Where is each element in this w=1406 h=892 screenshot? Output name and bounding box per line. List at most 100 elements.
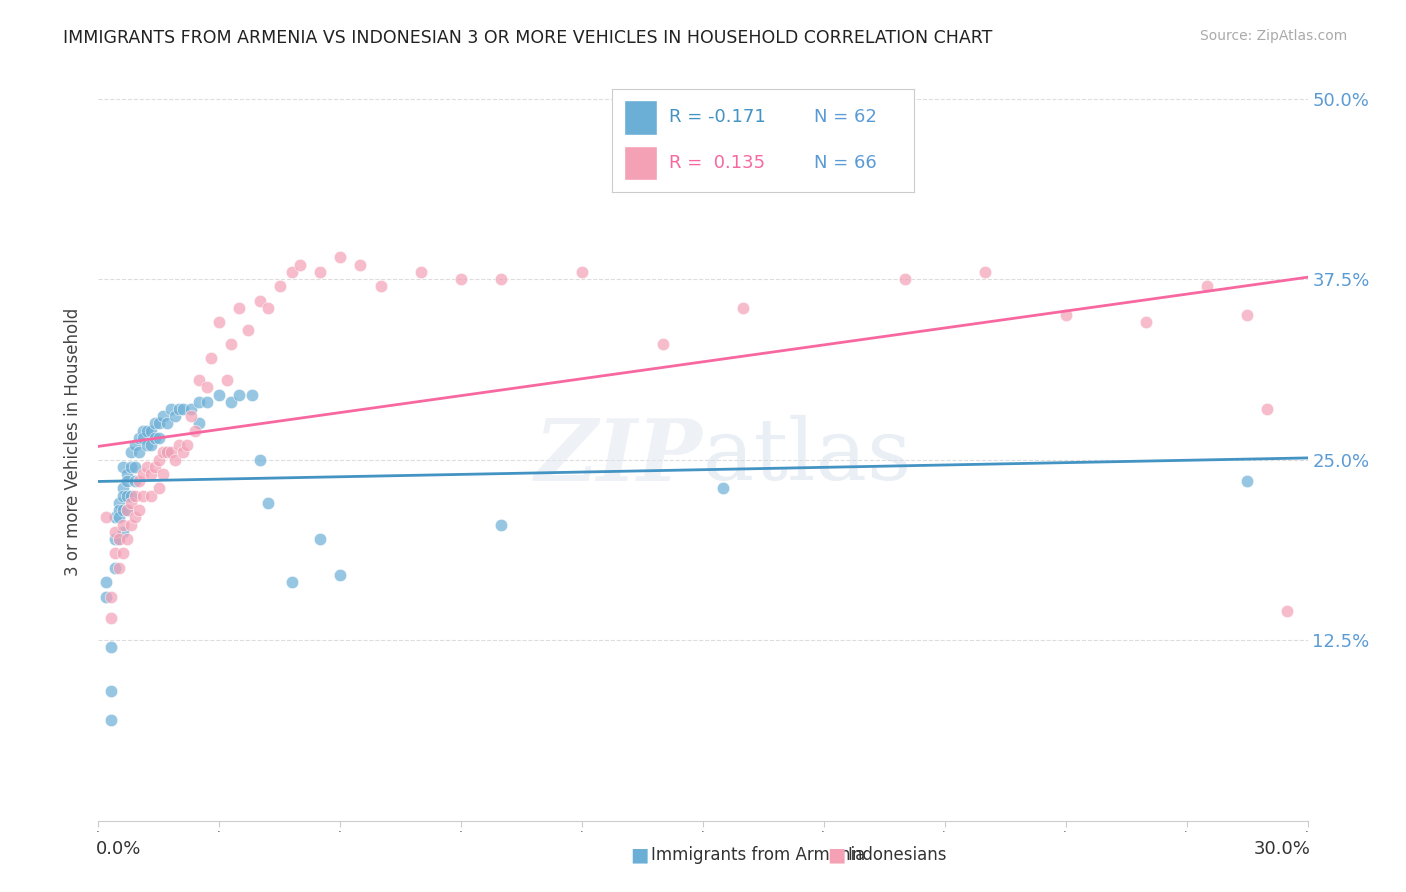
- Point: [221, 337, 243, 351]
- Y-axis label: 3 or more Vehicles in Household: 3 or more Vehicles in Household: [65, 308, 83, 575]
- Point: [132, 424, 155, 438]
- Point: [96, 510, 118, 524]
- Point: [111, 482, 134, 496]
- Point: [491, 517, 513, 532]
- Point: [163, 409, 186, 424]
- Text: IMMIGRANTS FROM ARMENIA VS INDONESIAN 3 OR MORE VEHICLES IN HOUSEHOLD CORRELATIO: IMMIGRANTS FROM ARMENIA VS INDONESIAN 3 …: [63, 29, 993, 46]
- Point: [100, 611, 122, 625]
- Point: [96, 590, 118, 604]
- Point: [152, 445, 174, 459]
- Text: 0.0%: 0.0%: [96, 840, 141, 858]
- Point: [188, 417, 211, 431]
- Point: [163, 452, 186, 467]
- Text: Indonesians: Indonesians: [848, 846, 948, 863]
- Text: atlas: atlas: [703, 415, 912, 499]
- Point: [167, 402, 190, 417]
- Point: [124, 475, 146, 489]
- Point: [329, 568, 352, 582]
- Point: [249, 452, 271, 467]
- Point: [103, 561, 125, 575]
- Point: [148, 431, 170, 445]
- Point: [256, 496, 278, 510]
- Point: [143, 417, 166, 431]
- Point: [139, 467, 162, 481]
- Point: [148, 417, 170, 431]
- Point: [124, 438, 146, 452]
- Point: [120, 517, 142, 532]
- Point: [256, 301, 278, 315]
- Point: [107, 496, 129, 510]
- Point: [1256, 402, 1278, 417]
- Text: R = -0.171: R = -0.171: [669, 109, 766, 127]
- Text: Immigrants from Armenia: Immigrants from Armenia: [651, 846, 865, 863]
- Point: [103, 532, 125, 546]
- Point: [120, 496, 142, 510]
- Point: [124, 489, 146, 503]
- Point: [100, 683, 122, 698]
- Point: [139, 424, 162, 438]
- Point: [103, 524, 125, 539]
- Point: [111, 546, 134, 560]
- Point: [195, 380, 218, 394]
- Point: [188, 394, 211, 409]
- Point: [148, 482, 170, 496]
- Point: [309, 265, 332, 279]
- Point: [107, 532, 129, 546]
- Point: [228, 387, 250, 401]
- Point: [228, 301, 250, 315]
- Point: [1277, 604, 1299, 618]
- Point: [269, 279, 291, 293]
- Point: [115, 475, 138, 489]
- Point: [143, 431, 166, 445]
- Point: [152, 467, 174, 481]
- Point: [132, 489, 155, 503]
- Point: [221, 394, 243, 409]
- Text: N = 66: N = 66: [814, 153, 877, 171]
- Point: [217, 373, 239, 387]
- Point: [491, 272, 513, 286]
- Text: ZIP: ZIP: [536, 415, 703, 499]
- Point: [107, 532, 129, 546]
- Point: [128, 475, 150, 489]
- Point: [100, 640, 122, 655]
- Point: [111, 489, 134, 503]
- Point: [893, 272, 915, 286]
- Point: [152, 409, 174, 424]
- Point: [115, 503, 138, 517]
- Point: [135, 438, 157, 452]
- Point: [281, 575, 304, 590]
- Point: [208, 387, 231, 401]
- Point: [176, 438, 198, 452]
- Point: [124, 459, 146, 474]
- Text: N = 62: N = 62: [814, 109, 877, 127]
- Point: [167, 438, 190, 452]
- Point: [1135, 315, 1157, 329]
- Point: [249, 293, 271, 308]
- Point: [188, 373, 211, 387]
- Point: [115, 467, 138, 481]
- Point: [200, 351, 222, 366]
- Point: [139, 438, 162, 452]
- Point: [132, 467, 155, 481]
- Point: [180, 409, 202, 424]
- Text: ■: ■: [630, 845, 650, 864]
- Point: [172, 402, 194, 417]
- Point: [160, 402, 183, 417]
- Point: [156, 445, 179, 459]
- Point: [1236, 308, 1258, 322]
- Point: [115, 503, 138, 517]
- Point: [111, 459, 134, 474]
- Point: [571, 265, 593, 279]
- Text: 30.0%: 30.0%: [1254, 840, 1310, 858]
- Text: R =  0.135: R = 0.135: [669, 153, 765, 171]
- Point: [148, 452, 170, 467]
- Point: [309, 532, 332, 546]
- Point: [132, 431, 155, 445]
- Point: [107, 510, 129, 524]
- Point: [120, 445, 142, 459]
- Point: [450, 272, 472, 286]
- Point: [240, 387, 263, 401]
- Point: [180, 402, 202, 417]
- Text: ■: ■: [827, 845, 846, 864]
- Point: [711, 482, 734, 496]
